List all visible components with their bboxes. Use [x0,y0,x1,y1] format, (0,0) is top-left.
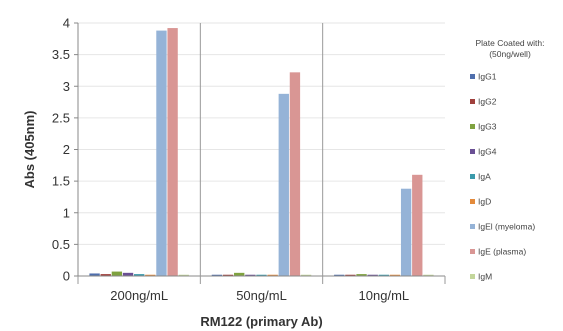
legend-label: IgA [478,172,491,182]
bars-layer [89,28,434,277]
legend-label: IgG3 [478,122,497,132]
labels-layer: 0 0.5 1 1.5 2 2.5 3 3.5 4 200ng/mL 50ng/mL 10ng/mL R… [22,16,409,330]
legend-swatch [470,199,475,204]
bar [334,274,345,276]
bar [289,72,301,277]
bar [256,274,267,276]
bar [389,274,401,276]
legend-swatch [470,99,475,104]
bar [278,93,289,276]
y-tick-label: 0.5 [52,237,70,252]
y-tick-label: 4 [63,16,70,31]
legend: Plate Coated with:(50ng/well) IgG1 IgG2 IgG… [470,38,544,282]
x-category-label: 50ng/mL [236,288,287,303]
legend-swatch [470,174,475,179]
axes-layer [74,22,446,284]
bar [167,28,178,277]
legend-label: IgG2 [478,97,497,107]
legend-swatch [470,274,475,279]
y-tick-label: 3 [63,79,70,94]
grid-layer [78,22,445,245]
legend-label: IgEl (myeloma) [478,222,535,232]
legend-label: IgG1 [478,72,497,82]
bar [178,274,189,276]
legend-swatch [470,149,475,154]
bar [156,30,167,277]
bar [356,274,367,276]
y-tick-label: 1.5 [52,174,70,189]
bar [122,272,134,276]
bar [412,174,423,276]
y-tick-label: 0 [63,269,70,284]
x-axis-title: RM122 (primary Ab) [200,314,322,329]
bar [378,274,390,276]
bar [367,274,378,276]
bar [345,274,356,276]
legend-label: IgM [478,272,492,282]
legend-swatch [470,249,475,254]
legend-swatch [470,224,475,229]
legend-label: IgG4 [478,147,497,157]
legend-label: IgE (plasma) [478,247,526,257]
bar [423,274,434,276]
legend-swatch [470,74,475,79]
bar [400,188,412,276]
bar [211,274,223,276]
x-category-label: 200ng/mL [110,288,168,303]
legend-label: IgD [478,197,491,207]
legend-title: Plate Coated with: [476,38,545,48]
x-category-label: 10ng/mL [359,288,410,303]
bar [300,274,312,276]
bar [111,271,123,276]
legend-swatch [470,124,475,129]
bar [222,274,234,276]
bar [100,274,111,276]
bar [267,274,278,276]
y-axis-title: Abs (405nm) [22,110,37,188]
bar [234,272,245,276]
bar [133,274,145,276]
y-tick-label: 3.5 [52,47,70,62]
bar [89,273,100,276]
y-tick-label: 2.5 [52,110,70,125]
legend-title: (50ng/well) [489,49,531,59]
y-tick-label: 2 [63,142,70,157]
bar [245,274,256,276]
y-tick-label: 1 [63,205,70,220]
bar [145,274,156,276]
